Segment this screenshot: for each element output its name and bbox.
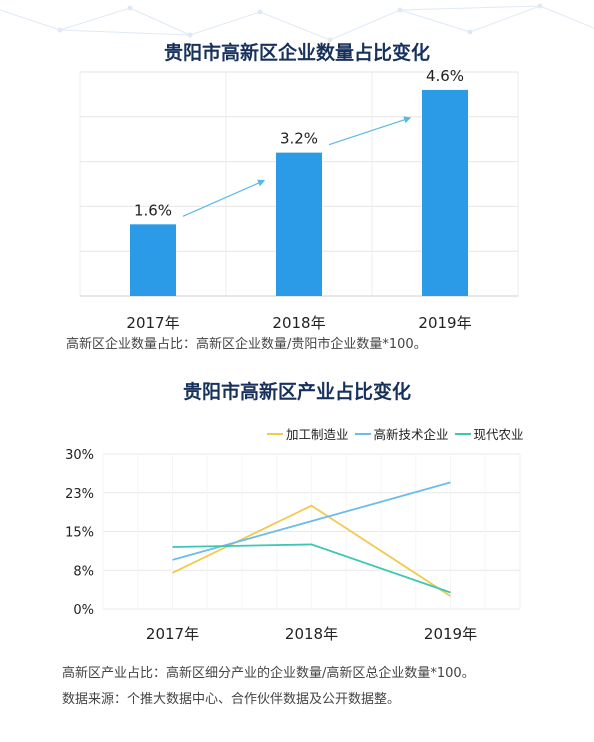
trend-arrow (328, 116, 412, 146)
legend-label: 现代农业 (473, 427, 524, 442)
bar-chart-title: 贵阳市高新区企业数量占比变化 (163, 42, 430, 64)
legend-line-icon (354, 432, 371, 435)
bar (276, 152, 322, 296)
series-line (172, 504, 451, 597)
source-note: 数据来源：个推大数据中心、合作伙伴数据及公开数据整。 (62, 692, 401, 707)
x-tick-label: 2018年 (272, 314, 325, 332)
y-tick-label: 30% (65, 448, 94, 463)
bar (130, 224, 176, 296)
network-background (0, 3, 594, 43)
bar-chart: 1.6% 2017年 3.2% 2018年 4.6% 2019年 (79, 67, 519, 332)
x-tick-label: 2017年 (146, 625, 199, 643)
legend-item: 加工制造业 (267, 424, 349, 443)
legend-line-icon (454, 432, 471, 435)
x-tick-label: 2018年 (285, 625, 338, 643)
line-chart: 0% 8% 15% 23% 30% 2017年 2018年 2019年 (65, 448, 521, 643)
line-chart-title: 贵阳市高新区产业占比变化 (182, 381, 411, 403)
x-tick-label: 2019年 (424, 625, 477, 643)
y-tick-label: 8% (73, 564, 94, 579)
legend-line-icon (267, 432, 283, 435)
trend-arrow (182, 179, 266, 217)
series-line (172, 543, 451, 594)
legend-item: 高新技术企业 (354, 424, 449, 443)
bar (422, 89, 468, 296)
line-chart-legend: 加工制造业 高新技术企业 现代农业 (267, 424, 524, 443)
x-tick-label: 2017年 (126, 314, 179, 332)
bar-value-label: 1.6% (134, 201, 172, 219)
y-tick-label: 15% (65, 526, 94, 541)
y-tick-label: 23% (65, 487, 94, 502)
bar-value-label: 3.2% (280, 130, 318, 148)
bar-chart-note: 高新区企业数量占比：高新区企业数量/贵阳市企业数量*100。 (66, 337, 427, 352)
line-chart-note: 高新区产业占比：高新区细分产业的企业数量/高新区总企业数量*100。 (62, 666, 475, 681)
bar-value-label: 4.6% (426, 67, 464, 85)
x-tick-label: 2019年 (418, 314, 471, 332)
legend-label: 加工制造业 (286, 427, 349, 442)
legend-label: 高新技术企业 (373, 427, 449, 442)
y-tick-label: 0% (73, 603, 94, 618)
legend-item: 现代农业 (454, 424, 524, 443)
